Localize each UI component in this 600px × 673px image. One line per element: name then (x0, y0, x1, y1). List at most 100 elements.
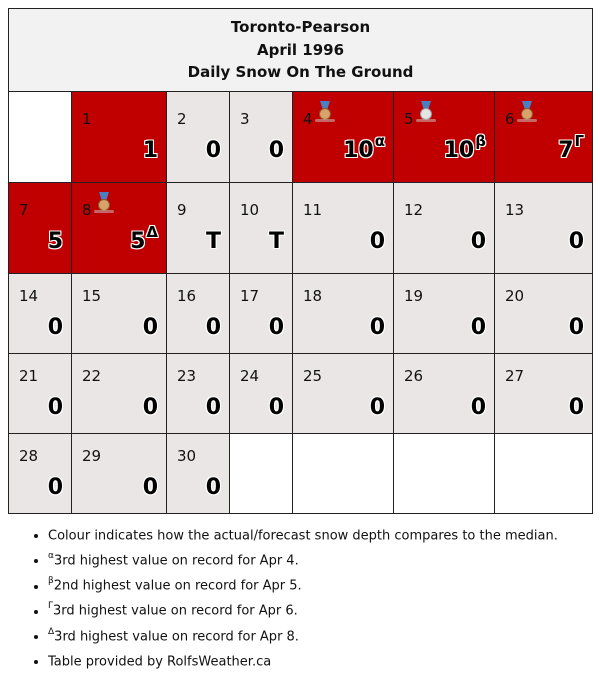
snow-depth-number: 5 (130, 229, 146, 254)
snow-depth-value: 0 (48, 397, 63, 419)
day-number: 8 (82, 201, 92, 219)
note-item: Colour indicates how the actual/forecast… (48, 522, 588, 547)
notes-list: Colour indicates how the actual/forecast… (8, 522, 588, 673)
day-number: 9 (177, 201, 187, 219)
snow-depth-number: 0 (470, 395, 486, 420)
day-number: 27 (505, 367, 525, 385)
snow-depth-value: 0 (206, 477, 221, 499)
day-number: 30 (177, 447, 197, 465)
snow-depth-number: 0 (205, 475, 221, 500)
note-marker: Γ (48, 601, 54, 612)
day-number: 29 (82, 447, 102, 465)
snow-depth-number: 0 (268, 138, 284, 163)
snow-depth-number: 10 (443, 138, 475, 163)
day-number: 20 (505, 287, 525, 305)
snow-depth-value: 0 (471, 397, 486, 419)
day-cell: 17 0 (229, 273, 293, 354)
snow-depth-value: 0 (143, 397, 158, 419)
note-marker: Δ (48, 626, 55, 637)
snow-depth-number: T (268, 229, 284, 254)
snow-depth-value: 0 (206, 317, 221, 339)
day-cell: 29 0 (71, 433, 167, 514)
day-number: 16 (177, 287, 197, 305)
snow-depth-number: 0 (142, 315, 158, 340)
note-item: α3rd highest value on record for Apr 4. (48, 547, 588, 572)
day-number: 17 (240, 287, 260, 305)
day-cell: 28 0 (8, 433, 72, 514)
snow-depth-number: 0 (205, 315, 221, 340)
snow-depth-number: 0 (369, 315, 385, 340)
day-cell: 27 0 (493, 353, 594, 434)
snow-depth-value: T (269, 231, 284, 253)
snow-depth-value: 0 (143, 477, 158, 499)
day-cell: 10 T (229, 182, 293, 274)
day-number: 7 (19, 201, 29, 219)
note-marker: α (48, 551, 54, 562)
record-marker: Γ (574, 132, 585, 150)
record-marker: α (374, 132, 385, 150)
day-cell: 14 0 (8, 273, 72, 354)
note-marker: β (48, 576, 54, 587)
snow-depth-value: 0 (48, 317, 63, 339)
snow-depth-number: 0 (47, 315, 63, 340)
snow-depth-number: 0 (205, 395, 221, 420)
snow-depth-number: 1 (142, 138, 158, 163)
note-item: Γ3rd highest value on record for Apr 6. (48, 597, 588, 622)
note-item: Δ3rd highest value on record for Apr 8. (48, 623, 588, 648)
snow-depth-value: 5 (48, 231, 63, 253)
snow-depth-number: 0 (568, 315, 585, 340)
empty-cell (393, 433, 495, 514)
station-title: Toronto-Pearson (230, 18, 371, 37)
day-cell: 30 0 (166, 433, 230, 514)
snow-depth-value: 0 (569, 397, 584, 419)
snow-depth-number: T (205, 229, 221, 254)
day-number: 25 (303, 367, 323, 385)
snow-depth-number: 0 (47, 395, 63, 420)
snow-depth-value: 0 (206, 397, 221, 419)
snow-depth-value: 0 (143, 317, 158, 339)
day-number: 19 (404, 287, 424, 305)
snow-depth-number: 0 (470, 315, 486, 340)
snow-depth-number: 0 (268, 315, 284, 340)
note-text: Table provided by RolfsWeather.ca (48, 653, 272, 669)
day-number: 14 (19, 287, 39, 305)
day-number: 12 (404, 201, 424, 219)
snow-depth-value: 7Γ (558, 134, 584, 162)
record-marker: Δ (146, 223, 158, 241)
snow-depth-value: 0 (370, 317, 385, 339)
day-number: 26 (404, 367, 424, 385)
snow-depth-number: 0 (268, 395, 284, 420)
snow-depth-value: 0 (471, 317, 486, 339)
snow-depth-value: T (206, 231, 221, 253)
day-cell: 16 0 (166, 273, 230, 354)
snow-depth-value: 0 (269, 317, 284, 339)
snow-depth-number: 0 (142, 395, 158, 420)
day-cell: 6 7Γ (493, 91, 594, 183)
snow-depth-value: 0 (206, 140, 221, 162)
period-title: April 1996 (257, 40, 345, 59)
snow-depth-value: 10β (443, 134, 486, 163)
day-number: 4 (303, 110, 313, 128)
day-cell: 19 0 (393, 273, 495, 354)
snow-depth-value: 0 (48, 477, 63, 499)
snow-calendar-table: Toronto-Pearson April 1996 Daily Snow On… (7, 8, 594, 514)
day-cell: 4 10α (292, 91, 394, 183)
snow-depth-value: 0 (471, 231, 486, 253)
empty-cell (493, 433, 594, 514)
calendar-header: Toronto-Pearson April 1996 Daily Snow On… (7, 8, 594, 92)
snow-depth-value: 0 (269, 397, 284, 419)
snow-depth-number: 5 (47, 229, 63, 254)
day-cell: 24 0 (229, 353, 293, 434)
day-number: 21 (19, 367, 39, 385)
page: Toronto-Pearson April 1996 Daily Snow On… (0, 0, 600, 659)
bronze-medal-icon (517, 101, 537, 123)
snow-depth-value: 0 (370, 231, 385, 253)
snow-depth-value: 0 (269, 140, 284, 162)
day-number: 23 (177, 367, 197, 385)
note-text: 2nd highest value on record for Apr 5. (53, 578, 302, 594)
snow-depth-value: 0 (569, 317, 584, 339)
